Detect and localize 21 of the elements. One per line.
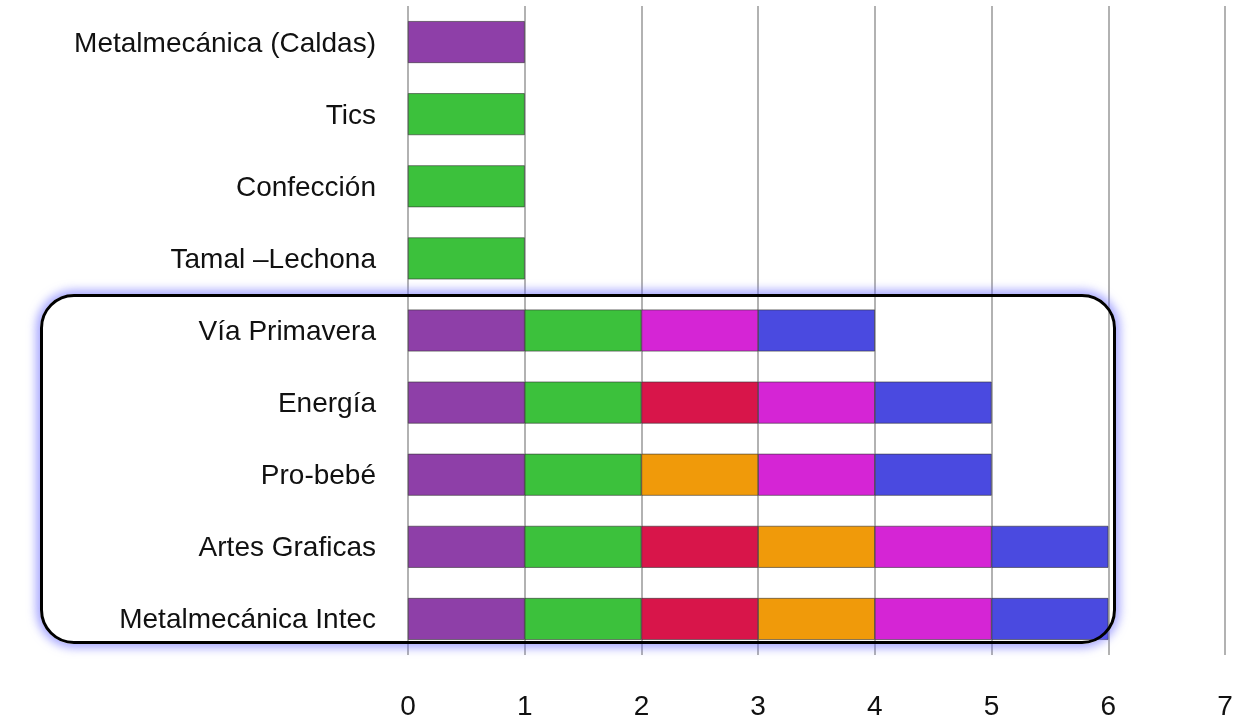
x-tick-label: 4 bbox=[867, 689, 883, 721]
y-tick-label: Vía Primavera bbox=[198, 315, 377, 346]
x-tick-label: 2 bbox=[633, 689, 650, 721]
y-tick-label: Pro-bebé bbox=[260, 459, 376, 491]
y-tick-label: Metalmecánica Intec bbox=[119, 603, 376, 635]
x-tick-label: 5 bbox=[983, 689, 1000, 721]
x-tick-label: 6 bbox=[1100, 689, 1117, 721]
bar bbox=[408, 165, 525, 208]
x-tick-label: 0 bbox=[400, 689, 416, 721]
bar bbox=[408, 21, 525, 63]
y-tick-label: Tamal –Lechona bbox=[170, 242, 377, 274]
bar bbox=[408, 93, 525, 136]
x-tick-label: 3 bbox=[750, 689, 766, 721]
y-tick-label: Energía bbox=[277, 387, 377, 419]
y-tick-label: Tics bbox=[325, 98, 376, 130]
y-tick-label: Confección bbox=[235, 170, 376, 202]
x-tick-label: 7 bbox=[1217, 689, 1233, 721]
y-tick-label: Metalmecánica (Caldas) bbox=[74, 26, 376, 58]
x-tick-label: 1 bbox=[516, 689, 533, 721]
bar bbox=[408, 237, 525, 280]
y-tick-label: Artes Graficas bbox=[198, 531, 376, 563]
